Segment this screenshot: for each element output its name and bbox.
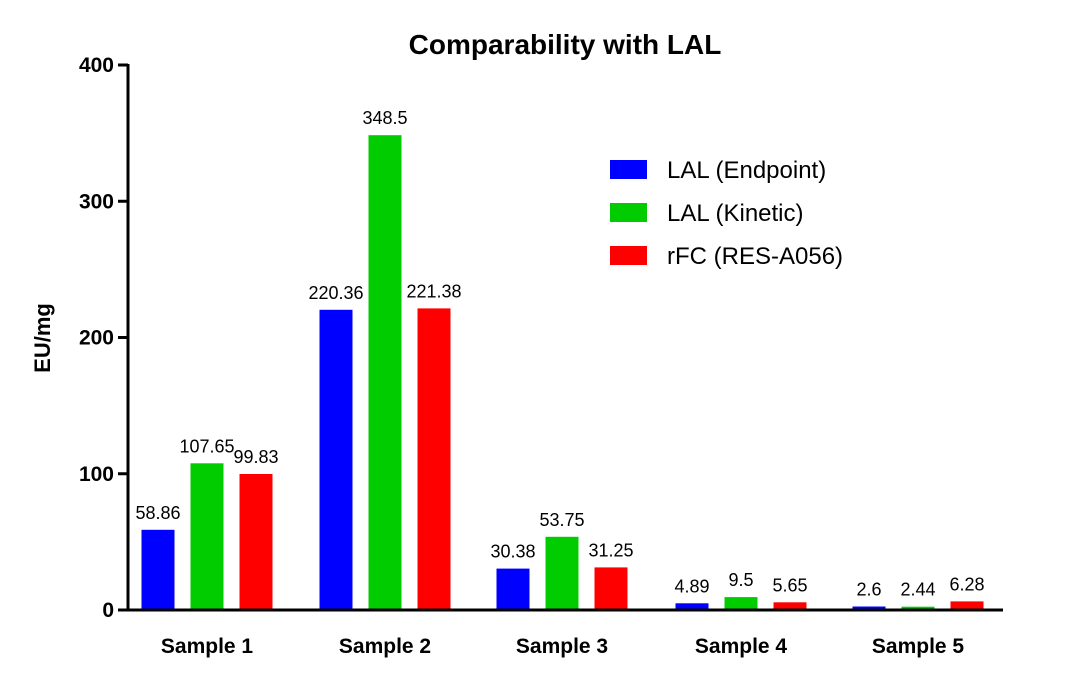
data-label-sample-2-lal-kinetic: 348.5 [362, 108, 407, 128]
legend-label-rfc-res-a056: rFC (RES-A056) [667, 243, 843, 270]
data-label-sample-3-lal-kinetic: 53.75 [539, 510, 584, 530]
bar-sample-1-lal-kinetic [190, 463, 224, 610]
x-tick-label-sample-4: Sample 4 [695, 635, 788, 658]
y-axis-label: EU/mg [30, 303, 55, 373]
bars-group [141, 135, 984, 610]
data-label-sample-5-lal-kinetic: 2.44 [900, 580, 935, 600]
data-label-sample-2-lal-endpoint: 220.36 [308, 283, 363, 303]
legend: LAL (Endpoint) LAL (Kinetic) rFC (RES-A056… [610, 157, 843, 270]
data-label-sample-1-rfc-res-a056: 99.83 [233, 447, 278, 467]
data-label-sample-4-lal-endpoint: 4.89 [674, 576, 709, 596]
x-tick-label-sample-1: Sample 1 [161, 635, 254, 658]
legend-label-lal-endpoint: LAL (Endpoint) [667, 157, 826, 184]
data-label-sample-5-rfc-res-a056: 6.28 [949, 574, 984, 594]
bar-sample-2-lal-endpoint [319, 309, 353, 610]
x-tick-label-sample-3: Sample 3 [516, 635, 608, 658]
bar-sample-1-lal-endpoint [141, 529, 175, 610]
y-tick-label-100: 100 [79, 463, 114, 486]
y-tick-label-400: 400 [79, 54, 114, 77]
y-tick-label-0: 0 [102, 599, 114, 622]
y-tick-label-200: 200 [79, 327, 114, 350]
data-label-sample-4-rfc-res-a056: 5.65 [772, 575, 807, 595]
x-tick-label-sample-5: Sample 5 [872, 635, 965, 658]
legend-swatch-rfc-res-a056 [610, 246, 647, 265]
x-tick-label-sample-2: Sample 2 [339, 635, 431, 658]
axes-group: 0 100 200 300 400 Sample 1 Sample 2 Sample 3 Sam… [79, 54, 1003, 658]
bar-sample-4-lal-endpoint [675, 603, 709, 610]
bar-sample-5-rfc-res-a056 [950, 601, 984, 610]
data-label-sample-2-rfc-res-a056: 221.38 [406, 281, 461, 301]
data-label-sample-3-lal-endpoint: 30.38 [490, 542, 535, 562]
bar-sample-3-rfc-res-a056 [594, 567, 628, 610]
bar-sample-3-lal-kinetic [545, 536, 579, 610]
bar-sample-5-lal-endpoint [852, 606, 886, 610]
data-label-sample-1-lal-endpoint: 58.86 [135, 503, 180, 523]
bar-sample-1-rfc-res-a056 [239, 474, 273, 610]
legend-label-lal-kinetic: LAL (Kinetic) [667, 200, 804, 227]
data-label-sample-4-lal-kinetic: 9.5 [728, 570, 753, 590]
bar-sample-5-lal-kinetic [901, 606, 935, 610]
bar-sample-4-rfc-res-a056 [773, 602, 807, 610]
data-label-sample-3-rfc-res-a056: 31.25 [588, 540, 633, 560]
data-label-sample-1-lal-kinetic: 107.65 [179, 436, 234, 456]
bar-sample-2-lal-kinetic [368, 135, 402, 610]
legend-swatch-lal-endpoint [610, 160, 647, 179]
y-tick-label-300: 300 [79, 190, 114, 213]
legend-swatch-lal-kinetic [610, 203, 647, 222]
bar-sample-2-rfc-res-a056 [417, 308, 451, 610]
data-label-sample-5-lal-endpoint: 2.6 [856, 580, 881, 600]
bar-sample-4-lal-kinetic [724, 597, 758, 610]
chart-title: Comparability with LAL [409, 29, 722, 60]
bar-sample-3-lal-endpoint [496, 568, 530, 610]
